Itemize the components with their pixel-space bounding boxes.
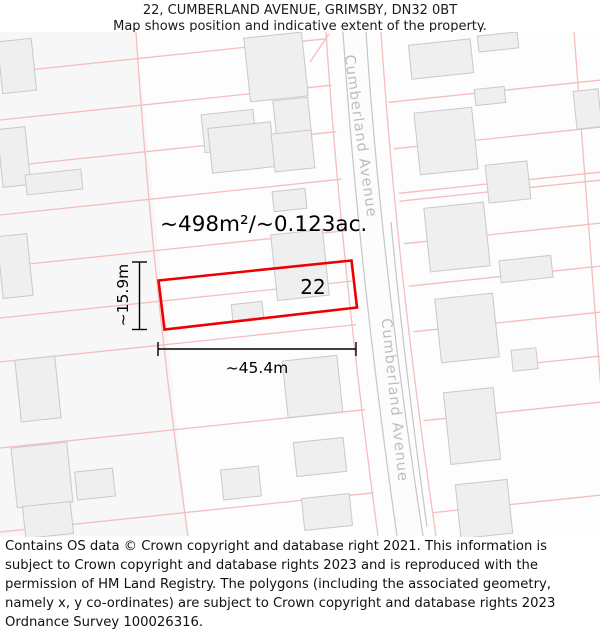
depth-dimension-label: ~15.9m bbox=[114, 264, 132, 327]
page-title: 22, CUMBERLAND AVENUE, GRIMSBY, DN32 0BT bbox=[0, 3, 600, 19]
plot-number-label: 22 bbox=[300, 275, 325, 299]
map-attribution: Contains OS data © Crown copyright and d… bbox=[5, 537, 597, 632]
map-canvas: Cumberland Avenue Cumberland Avenue ~498… bbox=[0, 32, 600, 537]
area-label: ~498m²/~0.123ac. bbox=[160, 212, 367, 237]
width-dimension-label: ~45.4m bbox=[226, 359, 289, 377]
header: 22, CUMBERLAND AVENUE, GRIMSBY, DN32 0BT… bbox=[0, 0, 600, 35]
